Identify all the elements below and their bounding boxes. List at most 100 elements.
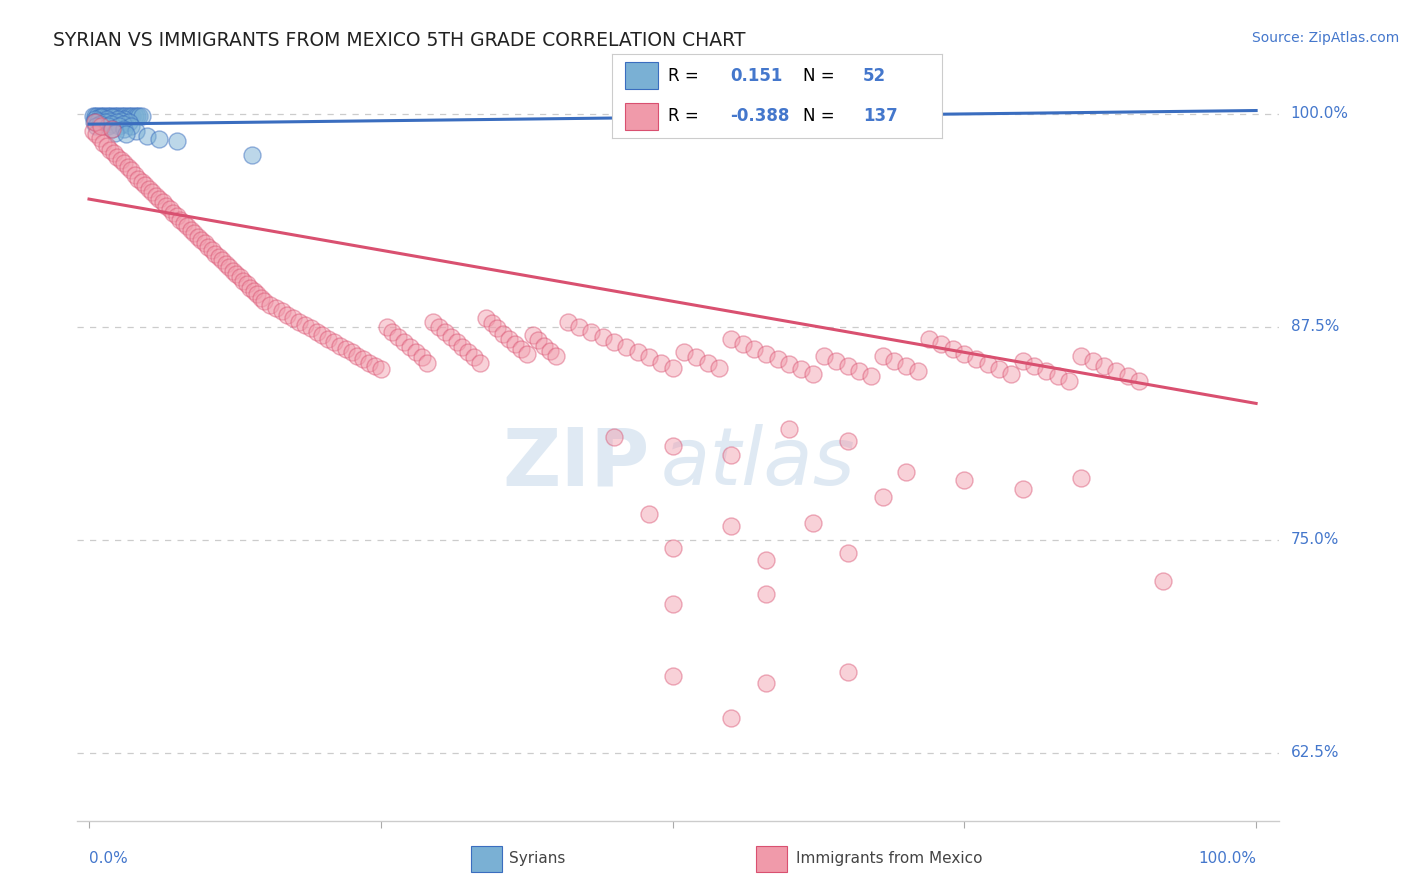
Point: [207, 250, 229, 264]
Point: [83, 112, 105, 126]
Point: [335, 342, 357, 356]
Point: [872, 349, 894, 363]
Point: [1092, 359, 1115, 373]
Point: [211, 253, 233, 268]
Point: [778, 422, 800, 436]
Point: [152, 195, 174, 210]
Point: [90, 119, 112, 133]
Point: [720, 109, 742, 123]
Bar: [624, 62, 658, 89]
Point: [359, 355, 381, 369]
Point: [918, 332, 941, 346]
Point: [481, 317, 503, 331]
Point: [370, 362, 392, 376]
Point: [97, 109, 120, 123]
Point: [111, 109, 134, 123]
Point: [283, 311, 305, 326]
Point: [173, 216, 195, 230]
Point: [638, 351, 661, 365]
Point: [98, 143, 121, 157]
Point: [742, 342, 765, 356]
Point: [381, 325, 404, 339]
Point: [399, 340, 422, 354]
Text: 52: 52: [863, 67, 886, 85]
Point: [186, 229, 209, 244]
Point: [197, 240, 219, 254]
Point: [221, 263, 243, 277]
Point: [837, 665, 859, 680]
Point: [246, 287, 269, 301]
Point: [103, 146, 125, 161]
Point: [661, 360, 683, 375]
Point: [468, 355, 491, 369]
Point: [128, 109, 150, 123]
Point: [100, 117, 122, 131]
Point: [603, 335, 626, 350]
Point: [976, 357, 998, 371]
Point: [166, 209, 188, 223]
Point: [392, 335, 415, 350]
Point: [228, 270, 250, 285]
Point: [107, 109, 129, 123]
Point: [942, 342, 965, 356]
Point: [883, 354, 905, 368]
Point: [929, 336, 952, 351]
Point: [89, 130, 111, 145]
Point: [1024, 359, 1046, 373]
Point: [755, 553, 778, 567]
Text: atlas: atlas: [661, 424, 856, 502]
Point: [214, 257, 236, 271]
Point: [141, 186, 163, 200]
Point: [1116, 369, 1139, 384]
Point: [264, 301, 287, 315]
Point: [1070, 349, 1092, 363]
Point: [84, 119, 107, 133]
Point: [155, 199, 177, 213]
Text: 100.0%: 100.0%: [1198, 851, 1256, 866]
Point: [907, 364, 929, 378]
Point: [544, 349, 567, 363]
Point: [180, 223, 202, 237]
Point: [82, 124, 104, 138]
Point: [1046, 369, 1069, 384]
Text: 62.5%: 62.5%: [1291, 745, 1339, 760]
Text: 0.151: 0.151: [731, 67, 783, 85]
Point: [475, 311, 498, 326]
Point: [755, 587, 778, 601]
Point: [988, 362, 1011, 376]
Point: [709, 360, 731, 375]
Point: [121, 109, 143, 123]
Point: [965, 352, 987, 367]
Point: [766, 352, 789, 367]
Point: [755, 675, 778, 690]
Point: [159, 202, 181, 217]
Point: [311, 328, 333, 343]
Text: 137: 137: [863, 107, 897, 125]
Point: [411, 351, 433, 365]
Point: [115, 128, 138, 142]
Point: [638, 507, 661, 521]
Point: [83, 115, 105, 129]
Point: [778, 357, 800, 371]
Point: [97, 119, 120, 133]
Text: -0.388: -0.388: [731, 107, 790, 125]
Point: [592, 330, 614, 344]
Point: [720, 519, 742, 533]
Point: [661, 669, 683, 683]
Point: [801, 368, 824, 382]
Point: [193, 236, 215, 251]
Point: [225, 267, 247, 281]
Point: [557, 315, 579, 329]
Point: [136, 129, 159, 144]
Point: [433, 325, 456, 339]
Point: [720, 332, 742, 346]
Point: [242, 148, 264, 162]
Point: [96, 112, 118, 126]
Point: [131, 175, 153, 189]
Point: [148, 192, 170, 206]
Point: [98, 113, 121, 128]
Point: [375, 319, 398, 334]
Point: [872, 490, 894, 504]
Point: [124, 109, 146, 123]
Point: [1059, 374, 1081, 388]
